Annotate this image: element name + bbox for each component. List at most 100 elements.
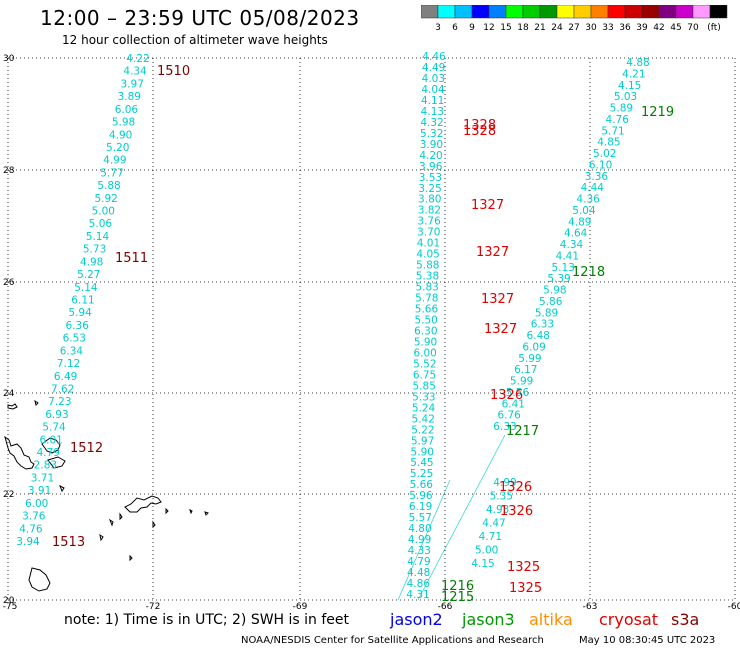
swh-value: 3.80 xyxy=(418,194,441,206)
swh-value: 5.14 xyxy=(86,231,110,243)
swh-value: 3.91 xyxy=(28,485,51,497)
swh-value: 5.57 xyxy=(409,512,432,524)
island-outline xyxy=(7,403,18,410)
pass-label: 1326 xyxy=(499,480,532,495)
lon-tick-label: -69 xyxy=(293,602,308,610)
swh-value: 5.83 xyxy=(415,282,438,294)
swh-value: 5.90 xyxy=(414,336,437,348)
swh-value: 4.86 xyxy=(407,578,431,590)
pass-label: 1511 xyxy=(115,251,148,266)
swh-value: 4.01 xyxy=(417,238,440,250)
island-outline xyxy=(124,495,162,513)
island-outline xyxy=(59,484,65,493)
scale-label: 6 xyxy=(452,23,458,33)
scale-label: 45 xyxy=(670,23,681,33)
swh-value: 5.98 xyxy=(543,285,566,297)
swh-value: 4.44 xyxy=(581,182,605,194)
swh-value: 5.74 xyxy=(42,422,66,434)
swh-value: 5.56 xyxy=(506,387,530,399)
pass-label: 1327 xyxy=(481,292,514,307)
swh-value: 6.33 xyxy=(531,319,554,331)
color-scale-bar: 3 6 9 12 15 18 21 24 27 30 33 36 39 42 45 70 (ft) xyxy=(421,5,728,33)
swh-value: 4.90 xyxy=(109,129,132,141)
swh-value: 4.47 xyxy=(482,518,505,530)
swh-value: 5.02 xyxy=(593,148,616,160)
swh-value: 5.78 xyxy=(415,293,438,305)
scale-label: 3 xyxy=(435,23,441,33)
swh-value: 4.80 xyxy=(408,523,431,535)
scale-label: 39 xyxy=(636,23,648,33)
swh-value: 3.71 xyxy=(31,472,54,484)
swh-value: 5.24 xyxy=(412,402,436,414)
swh-value: 3.94 xyxy=(16,536,40,548)
swh-value: 4.93 xyxy=(486,504,509,516)
swh-value: 5.45 xyxy=(410,457,433,469)
island-outline xyxy=(47,456,66,469)
swh-value: 5.25 xyxy=(410,468,433,480)
swh-value: 5.99 xyxy=(510,376,533,388)
island-outline xyxy=(34,399,39,406)
swh-value: 4.13 xyxy=(421,106,444,118)
swh-value: 2.83 xyxy=(34,460,57,472)
swh-value: 5.14 xyxy=(74,282,98,294)
swh-value: 5.13 xyxy=(551,262,574,274)
swh-value: 3.89 xyxy=(118,91,141,103)
lat-tick-label: 26 xyxy=(3,278,15,288)
swh-value: 5.35 xyxy=(490,491,513,503)
swh-value: 3.70 xyxy=(417,227,440,239)
swh-value: 4.89 xyxy=(568,216,591,228)
chart-title: 12:00 – 23:59 UTC 05/08/2023 xyxy=(40,6,360,30)
scale-swatch xyxy=(709,5,728,19)
island-outline xyxy=(41,437,61,454)
pass-label: 1328 xyxy=(463,118,496,133)
swh-value: 5.89 xyxy=(610,103,633,115)
swh-value: 4.15 xyxy=(618,80,641,92)
swh-value: 5.90 xyxy=(411,446,434,458)
swh-value: 5.89 xyxy=(535,307,558,319)
swh-value: 4.99 xyxy=(493,477,516,489)
pass-label: 1327 xyxy=(471,198,504,213)
pass-label: 1327 xyxy=(484,322,517,337)
island-outline xyxy=(165,507,169,515)
swh-value: 6.34 xyxy=(60,345,84,357)
lon-tick-label: -75 xyxy=(3,602,18,610)
scale-label: (ft) xyxy=(707,23,721,33)
swh-value: 5.03 xyxy=(614,91,637,103)
pass-label: 1325 xyxy=(509,581,542,596)
scale-label: 36 xyxy=(619,23,631,33)
pass-label: 1513 xyxy=(52,535,85,550)
legend-jason3: jason3 xyxy=(462,610,515,629)
swh-value: 6.01 xyxy=(39,434,62,446)
swh-value: 5.97 xyxy=(411,435,434,447)
swh-value: 6.93 xyxy=(45,409,68,421)
island-outline xyxy=(4,435,35,470)
swh-value: 3.96 xyxy=(419,161,443,173)
swh-value: 6.06 xyxy=(115,104,139,116)
swh-value: 5.92 xyxy=(94,193,117,205)
swh-value: 4.64 xyxy=(564,228,588,240)
pass-label: 1510 xyxy=(157,64,190,79)
scale-label: 70 xyxy=(687,23,699,33)
island-outline xyxy=(189,509,193,515)
pass-label: 1327 xyxy=(476,245,509,260)
island-outline xyxy=(119,512,123,521)
swh-value: 3.76 xyxy=(417,216,441,228)
pass-label: 1219 xyxy=(641,105,674,120)
swh-value: 6.00 xyxy=(413,347,436,359)
swh-value: 5.20 xyxy=(106,142,129,154)
pass-label: 1328 xyxy=(463,124,496,139)
swh-value: 7.62 xyxy=(51,383,74,395)
swh-value: 4.11 xyxy=(421,95,444,107)
swh-value: 6.75 xyxy=(413,369,436,381)
swh-value: 3.82 xyxy=(418,205,441,217)
lon-tick-label: -66 xyxy=(438,602,453,610)
swh-value: 3.90 xyxy=(420,139,443,151)
swh-value: 6.30 xyxy=(414,325,437,337)
satellite-tracks: 4.224.343.973.896.065.984.905.204.995.77… xyxy=(16,51,649,601)
swh-value: 5.00 xyxy=(92,206,115,218)
swh-value: 3.36 xyxy=(585,171,609,183)
swh-value: 3.76 xyxy=(22,511,46,523)
lon-tick-label: -72 xyxy=(146,602,161,610)
swh-value: 4.04 xyxy=(421,84,445,96)
swh-value: 5.22 xyxy=(411,424,434,436)
